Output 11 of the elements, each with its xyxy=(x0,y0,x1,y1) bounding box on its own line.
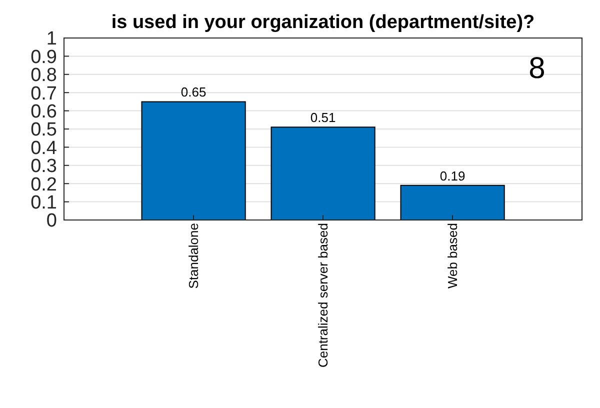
chart-title: is used in your organization (department/site)? xyxy=(111,12,535,33)
annotation: 8 xyxy=(528,52,546,85)
bar xyxy=(270,126,376,220)
data-label: 0.65 xyxy=(180,84,206,100)
bar xyxy=(400,184,505,220)
data-label: 0.51 xyxy=(310,110,336,126)
bar xyxy=(141,101,246,220)
x-tick-label: Web based xyxy=(445,223,460,289)
x-tick-label: Centralized server based xyxy=(316,223,330,368)
x-tick-label: Standalone xyxy=(186,223,201,289)
data-label: 0.19 xyxy=(440,168,466,184)
